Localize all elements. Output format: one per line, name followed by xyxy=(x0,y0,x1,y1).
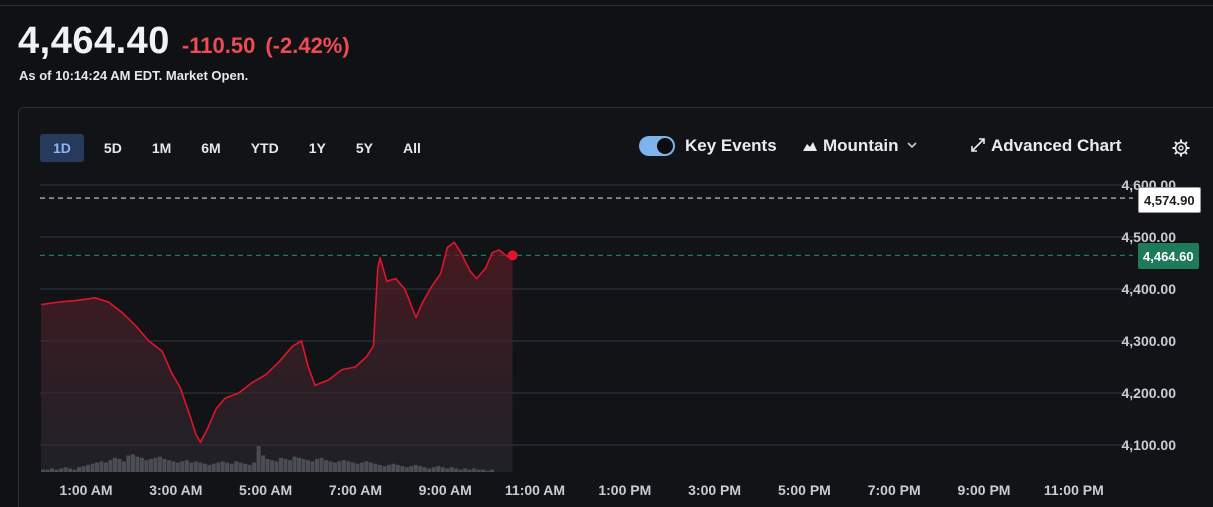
price-line xyxy=(40,241,513,444)
y-tick-label: 4,100.00 xyxy=(1122,437,1177,453)
range-tab-1m[interactable]: 1M xyxy=(151,140,172,156)
x-tick-label: 3:00 AM xyxy=(149,482,202,498)
x-tick-label: 7:00 AM xyxy=(329,482,382,498)
gear-icon[interactable] xyxy=(1171,138,1191,158)
x-tick-label: 11:00 AM xyxy=(505,482,565,498)
range-tab-all[interactable]: All xyxy=(402,140,421,156)
chart-type-label: Mountain xyxy=(823,136,899,155)
x-tick-label: 11:00 PM xyxy=(1044,482,1104,498)
previous-close-tag: 4,574.90 xyxy=(1138,187,1201,213)
mountain-icon xyxy=(803,139,817,154)
x-tick-label: 3:00 PM xyxy=(688,482,741,498)
quote-header: 4,464.40 -110.50 (-2.42%) xyxy=(18,20,350,63)
x-tick-label: 5:00 PM xyxy=(778,482,831,498)
key-events-label: Key Events xyxy=(685,136,777,155)
x-tick-label: 5:00 AM xyxy=(239,482,292,498)
range-selector: 1D 5D 1M 6M YTD 1Y 5Y All xyxy=(40,134,441,162)
advanced-chart-label: Advanced Chart xyxy=(991,136,1122,155)
mountain-area xyxy=(41,242,513,472)
x-tick-label: 1:00 PM xyxy=(598,482,651,498)
as-of-timestamp: As of 10:14:24 AM EDT. Market Open. xyxy=(19,68,249,83)
y-tick-label: 4,300.00 xyxy=(1122,333,1177,349)
range-tab-5d[interactable]: 5D xyxy=(103,140,122,156)
x-tick-label: 1:00 AM xyxy=(59,482,112,498)
top-divider xyxy=(0,5,1213,6)
range-tab-1y[interactable]: 1Y xyxy=(308,140,326,156)
y-tick-label: 4,500.00 xyxy=(1122,229,1177,245)
toggle-switch[interactable] xyxy=(639,136,675,156)
last-price-tag: 4,464.60 xyxy=(1138,243,1199,269)
current-price: 4,464.40 xyxy=(18,20,170,62)
x-tick-label: 7:00 PM xyxy=(868,482,921,498)
range-tab-1d[interactable]: 1D xyxy=(40,134,84,162)
price-change: -110.50 xyxy=(181,33,256,58)
x-tick-label: 9:00 AM xyxy=(419,482,472,498)
advanced-chart-button[interactable]: Advanced Chart xyxy=(971,136,1121,156)
range-tab-5y[interactable]: 5Y xyxy=(355,140,373,156)
price-change-percent: (-2.42%) xyxy=(265,33,350,58)
chart-type-dropdown[interactable]: Mountain xyxy=(803,136,917,156)
y-tick-label: 4,200.00 xyxy=(1122,385,1177,401)
chevron-down-icon xyxy=(906,140,917,152)
range-tab-ytd[interactable]: YTD xyxy=(250,140,279,156)
y-tick-label: 4,400.00 xyxy=(1122,281,1177,297)
range-tab-6m[interactable]: 6M xyxy=(201,140,221,156)
last-price-marker xyxy=(507,250,518,261)
x-tick-label: 9:00 PM xyxy=(958,482,1011,498)
expand-arrows-icon xyxy=(971,137,985,155)
key-events-toggle[interactable]: Key Events xyxy=(639,136,777,156)
